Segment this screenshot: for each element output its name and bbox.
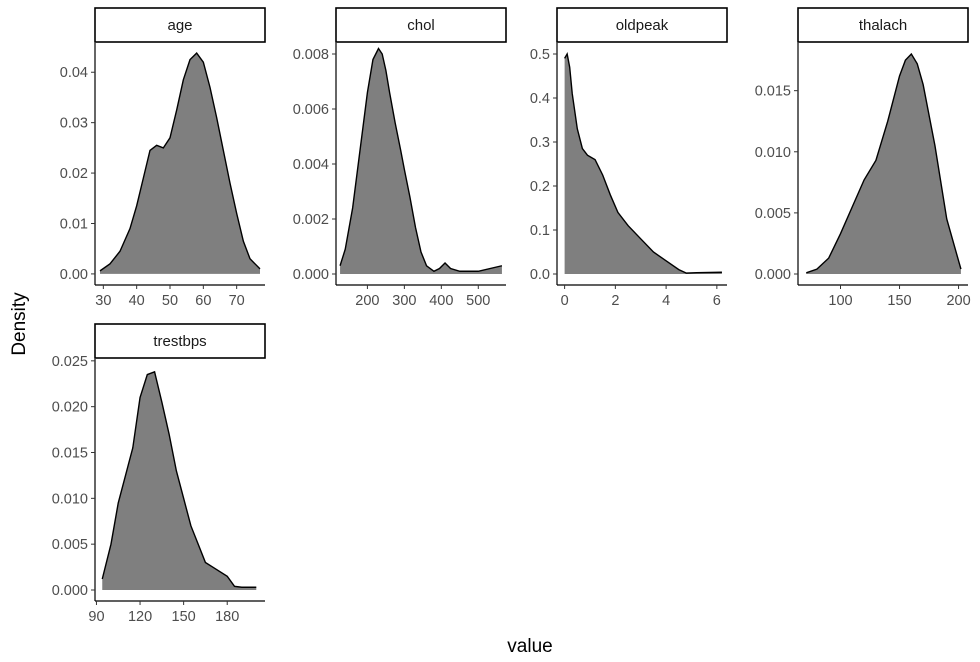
x-tick-label: 150 bbox=[172, 609, 196, 625]
x-tick-label: 30 bbox=[95, 293, 111, 309]
x-tick-label: 6 bbox=[713, 293, 721, 309]
x-tick-label: 100 bbox=[828, 293, 852, 309]
y-tick-label: 0.000 bbox=[755, 267, 791, 283]
facet-chol: chol 0.000 0.002 0.004 0.006 0.008 200 300 400 50… bbox=[293, 7, 507, 309]
x-tick-label: 120 bbox=[128, 609, 152, 625]
y-tick-label: 0.03 bbox=[60, 116, 88, 132]
facet-strip-trestbps bbox=[94, 323, 266, 359]
facet-trestbps: trestbps 0.000 0.005 0.010 0.015 0.020 0.025 90… bbox=[52, 323, 266, 625]
x-tick-label: 4 bbox=[662, 293, 670, 309]
x-tick-label: 500 bbox=[466, 293, 490, 309]
facet-strip-label: age bbox=[167, 17, 192, 34]
y-tick-label: 0.005 bbox=[755, 206, 791, 222]
x-tick-label: 40 bbox=[129, 293, 145, 309]
density-line-age bbox=[99, 52, 261, 272]
density-area-oldpeak bbox=[564, 54, 722, 274]
x-tick-label: 200 bbox=[946, 293, 970, 309]
density-line-oldpeak bbox=[564, 52, 722, 274]
y-tick-label: 0.010 bbox=[755, 145, 791, 161]
y-tick-label: 0.004 bbox=[293, 157, 329, 173]
y-tick-label: 0.2 bbox=[530, 179, 550, 195]
y-tick-label: 0.00 bbox=[60, 267, 88, 283]
facet-strip-label: trestbps bbox=[153, 333, 206, 350]
x-tick-label: 70 bbox=[229, 293, 245, 309]
density-area-age bbox=[100, 53, 260, 274]
x-tick-label: 200 bbox=[355, 293, 379, 309]
facet-strip-label: thalach bbox=[859, 17, 907, 34]
density-area-chol bbox=[340, 48, 502, 274]
y-tick-label: 0.010 bbox=[52, 491, 88, 507]
density-area-trestbps bbox=[102, 371, 257, 590]
x-tick-label: 400 bbox=[429, 293, 453, 309]
facet-strip-label: chol bbox=[407, 17, 435, 34]
facet-strip-label: oldpeak bbox=[616, 17, 669, 34]
y-tick-label: 0.5 bbox=[530, 47, 550, 63]
x-tick-label: 50 bbox=[162, 293, 178, 309]
y-tick-label: 0.002 bbox=[293, 212, 329, 228]
facet-age: age 0.00 0.01 0.02 0.03 0.04 30 40 50 60 70 bbox=[60, 7, 266, 309]
density-line-trestbps bbox=[101, 370, 257, 588]
y-tick-label: 0.025 bbox=[52, 354, 88, 370]
facet-strip-thalach bbox=[797, 7, 969, 43]
x-tick-label: 2 bbox=[611, 293, 619, 309]
y-tick-label: 0.006 bbox=[293, 102, 329, 118]
facet-strip-oldpeak bbox=[556, 7, 728, 43]
x-tick-label: 300 bbox=[392, 293, 416, 309]
x-tick-label: 180 bbox=[215, 609, 239, 625]
y-tick-label: 0.1 bbox=[530, 223, 550, 239]
y-tick-label: 0.020 bbox=[52, 400, 88, 416]
density-line-chol bbox=[339, 47, 503, 273]
y-tick-label: 0.3 bbox=[530, 135, 550, 151]
x-axis-title: value bbox=[507, 636, 552, 657]
y-tick-label: 0.015 bbox=[52, 446, 88, 462]
y-axis-title: Density bbox=[9, 292, 30, 356]
y-tick-label: 0.01 bbox=[60, 216, 88, 232]
x-tick-label: 60 bbox=[195, 293, 211, 309]
y-tick-label: 0.005 bbox=[52, 537, 88, 553]
y-tick-label: 0.008 bbox=[293, 47, 329, 63]
y-tick-label: 0.02 bbox=[60, 166, 88, 182]
y-tick-label: 0.000 bbox=[52, 583, 88, 599]
y-tick-label: 0.000 bbox=[293, 267, 329, 283]
facet-strip-chol bbox=[335, 7, 507, 43]
facet-oldpeak: oldpeak 0.0 0.1 0.2 0.3 0.4 0.5 0 2 4 6 bbox=[530, 7, 728, 309]
y-tick-label: 0.04 bbox=[60, 65, 88, 81]
density-area-thalach bbox=[806, 54, 961, 274]
x-tick-label: 90 bbox=[88, 609, 104, 625]
y-tick-label: 0.4 bbox=[530, 91, 550, 107]
y-tick-label: 0.0 bbox=[530, 267, 550, 283]
facet-thalach: thalach 0.000 0.005 0.010 0.015 100 150 200 bbox=[755, 7, 971, 309]
facet-strip-age bbox=[94, 7, 266, 43]
x-tick-label: 0 bbox=[561, 293, 569, 309]
density-line-thalach bbox=[806, 52, 962, 274]
y-tick-label: 0.015 bbox=[755, 84, 791, 100]
x-tick-label: 150 bbox=[887, 293, 911, 309]
